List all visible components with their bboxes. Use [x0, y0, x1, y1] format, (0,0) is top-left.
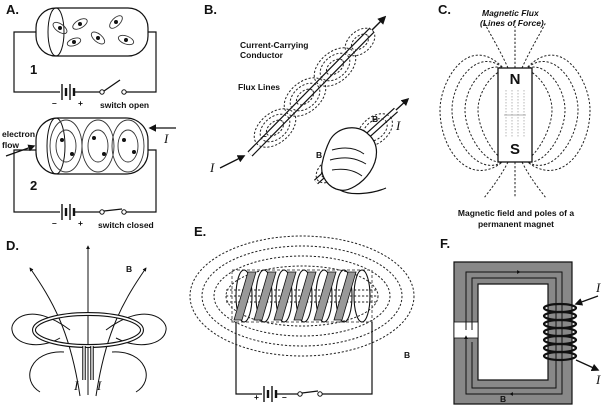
flux-paths-f: [464, 270, 563, 396]
battery-2-minus: –: [52, 218, 57, 228]
panel-d: D. B I I: [6, 238, 167, 397]
conductor-label-line1: Current-Carrying: [240, 40, 308, 50]
north-pole-label: N: [510, 71, 521, 88]
magnetic-flux-label: Magnetic Flux: [482, 8, 540, 18]
field-b-label-2: B: [316, 150, 322, 160]
right-hand-rule: [313, 97, 410, 195]
magnet-caption-line1: Magnetic field and poles of a: [458, 208, 574, 218]
battery-1-plus: +: [78, 98, 83, 108]
current-carrying-conductor: [247, 15, 387, 157]
electron-label: electron: [2, 129, 35, 139]
electron-flow-arrow: [5, 144, 36, 157]
panel-e: E.: [189, 224, 415, 402]
switch-1-open: [99, 79, 127, 95]
panel-c: C. Magnetic Flux (Lines of Force): [438, 2, 591, 229]
battery-2-plus: +: [78, 218, 83, 228]
solenoid-coil: [231, 269, 373, 323]
current-label-d-1: I: [73, 378, 79, 393]
battery-1-minus: –: [52, 98, 57, 108]
south-pole-label: S: [510, 141, 520, 158]
flux-lines-label: Flux Lines: [238, 82, 280, 92]
transformer-winding: [542, 302, 578, 362]
lines-of-force-label: (Lines of Force): [480, 18, 544, 28]
current-label-a: I: [163, 131, 169, 146]
switch-2-closed: [99, 208, 127, 215]
current-out-label: I: [395, 118, 401, 133]
current-in-arrow: [219, 155, 246, 169]
field-label-e: B: [404, 350, 410, 360]
switch-closed-label: switch closed: [98, 220, 154, 230]
current-out-arrow-f: [575, 359, 600, 371]
panel-c-label: C.: [438, 2, 451, 17]
circuit-1-number: 1: [30, 62, 37, 77]
current-label-f-bottom: I: [595, 372, 601, 387]
magnet-caption-line2: permanent magnet: [478, 219, 554, 229]
field-label-f: B: [500, 394, 506, 404]
panel-b: B. Current-Carrying Conductor Flux Lines: [204, 2, 410, 195]
battery-e-plus: +: [254, 392, 259, 402]
bar-magnet: [497, 67, 533, 163]
battery-e: [263, 386, 278, 402]
battery-1: [61, 84, 76, 100]
conductor-1: [35, 7, 149, 57]
current-label-f-top: I: [595, 280, 601, 295]
conductor-minus: –: [262, 131, 267, 141]
flow-label: flow: [2, 140, 19, 150]
current-loop: [32, 312, 144, 380]
circuit-2-number: 2: [30, 178, 37, 193]
current-label-d-2: I: [96, 378, 102, 393]
battery-2: [61, 204, 76, 220]
current-in-label: I: [209, 160, 215, 175]
panel-e-label: E.: [194, 224, 206, 239]
panel-f: F. I I B: [440, 236, 601, 405]
panel-b-label: B.: [204, 2, 217, 17]
battery-e-minus: –: [282, 392, 287, 402]
panel-a-label: A.: [6, 2, 19, 17]
switch-e: [297, 390, 323, 397]
conductor-2: [35, 117, 149, 175]
panel-a: A. 1 –: [2, 2, 176, 230]
panel-d-label: D.: [6, 238, 19, 253]
switch-open-label: switch open: [100, 100, 149, 110]
field-lines-d: [11, 245, 167, 397]
field-label-d: B: [126, 264, 132, 274]
conductor-label-line2: Conductor: [240, 50, 284, 60]
field-lines-c: [439, 21, 591, 199]
field-b-label-1: B: [372, 114, 378, 124]
panel-f-label: F.: [440, 236, 450, 251]
current-in-arrow-f: [574, 295, 599, 306]
